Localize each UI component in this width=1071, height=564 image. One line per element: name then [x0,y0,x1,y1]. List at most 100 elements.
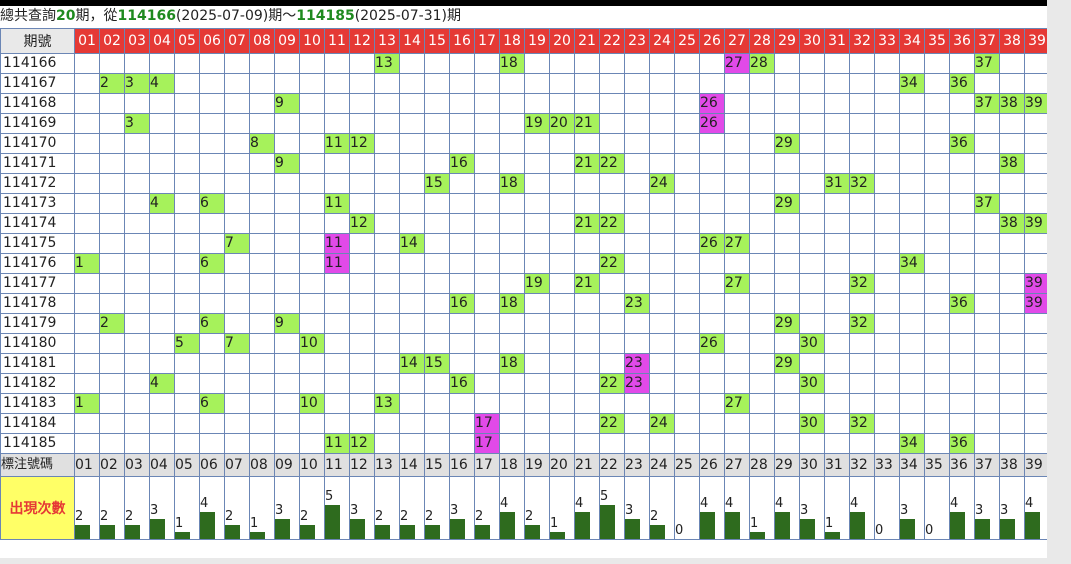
empty-cell [524,373,550,394]
empty-cell [549,313,575,334]
table-row: 114173 4 6 11 29 37 [0,193,1050,214]
empty-cell [899,153,925,174]
empty-cell [74,133,100,154]
drawn-number-cell: 3 [124,73,150,94]
empty-cell [849,213,875,234]
empty-cell [949,353,975,374]
drawn-number-cell: 34 [899,73,925,94]
number-header-15: 15 [424,28,450,54]
empty-cell [399,93,425,114]
empty-cell [149,113,175,134]
count-bar [600,505,615,539]
empty-cell [699,173,725,194]
number-header-23: 23 [624,28,650,54]
drawn-number-cell: 32 [849,413,875,434]
empty-cell [349,393,375,414]
empty-cell [1024,233,1050,254]
empty-cell [874,133,900,154]
summary-count: 20 [56,8,76,24]
empty-cell [324,353,350,374]
drawn-number-cell: 10 [299,333,325,354]
number-header-10: 10 [299,28,325,54]
empty-cell [924,213,950,234]
drawn-number-cell: 37 [974,193,1000,214]
number-header-24: 24 [649,28,675,54]
empty-cell [599,313,625,334]
count-cell: 2 [374,476,400,540]
empty-cell [724,253,750,274]
empty-cell [99,433,125,454]
empty-cell [374,193,400,214]
empty-cell [699,373,725,394]
count-bar [175,532,190,539]
empty-cell [449,273,475,294]
empty-cell [74,93,100,114]
lottery-history-table: 期號 01 02 03 04 05 06 07 08 09 10 11 12 13 14 15 16 17 18 1… [0,28,1050,540]
empty-cell [199,53,225,74]
marked-numbers-row: 標注號碼 01 02 03 04 05 06 07 08 09 10 11 12 13 14 15 16 17 1… [0,453,1050,477]
empty-cell [699,73,725,94]
empty-cell [399,113,425,134]
number-header-37: 37 [974,28,1000,54]
empty-cell [499,313,525,334]
empty-cell [74,333,100,354]
empty-cell [849,193,875,214]
empty-cell [424,413,450,434]
empty-cell [899,353,925,374]
empty-cell [649,73,675,94]
empty-cell [324,53,350,74]
empty-cell [99,373,125,394]
empty-cell [699,433,725,454]
empty-cell [924,133,950,154]
empty-cell [224,393,250,414]
empty-cell [174,273,200,294]
marked-number-15: 15 [424,453,450,477]
empty-cell [324,213,350,234]
empty-cell [474,393,500,414]
number-header-18: 18 [499,28,525,54]
empty-cell [624,153,650,174]
empty-cell [949,213,975,234]
empty-cell [899,313,925,334]
empty-cell [574,233,600,254]
drawn-number-cell: 34 [899,433,925,454]
empty-cell [974,213,1000,234]
empty-cell [699,393,725,414]
empty-cell [849,73,875,94]
marked-number-23: 23 [624,453,650,477]
number-header-29: 29 [774,28,800,54]
empty-cell [174,213,200,234]
empty-cell [99,233,125,254]
empty-cell [299,293,325,314]
empty-cell [249,73,275,94]
empty-cell [674,153,700,174]
empty-cell [524,253,550,274]
empty-cell [949,233,975,254]
empty-cell [974,173,1000,194]
empty-cell [399,433,425,454]
empty-cell [574,413,600,434]
marked-number-13: 13 [374,453,400,477]
count-value: 0 [875,523,884,538]
top-bar [0,0,1071,6]
drawn-number-cell: 8 [249,133,275,154]
empty-cell [324,373,350,394]
empty-cell [249,293,275,314]
empty-cell [324,393,350,414]
count-bar [575,512,590,539]
empty-cell [474,373,500,394]
empty-cell [199,113,225,134]
empty-cell [474,153,500,174]
empty-cell [149,433,175,454]
empty-cell [674,53,700,74]
empty-cell [299,373,325,394]
empty-cell [824,293,850,314]
empty-cell [674,173,700,194]
drawn-number-cell: 6 [199,393,225,414]
count-bar [75,525,90,539]
empty-cell [99,53,125,74]
empty-cell [649,273,675,294]
empty-cell [974,353,1000,374]
empty-cell [249,433,275,454]
empty-cell [599,393,625,414]
